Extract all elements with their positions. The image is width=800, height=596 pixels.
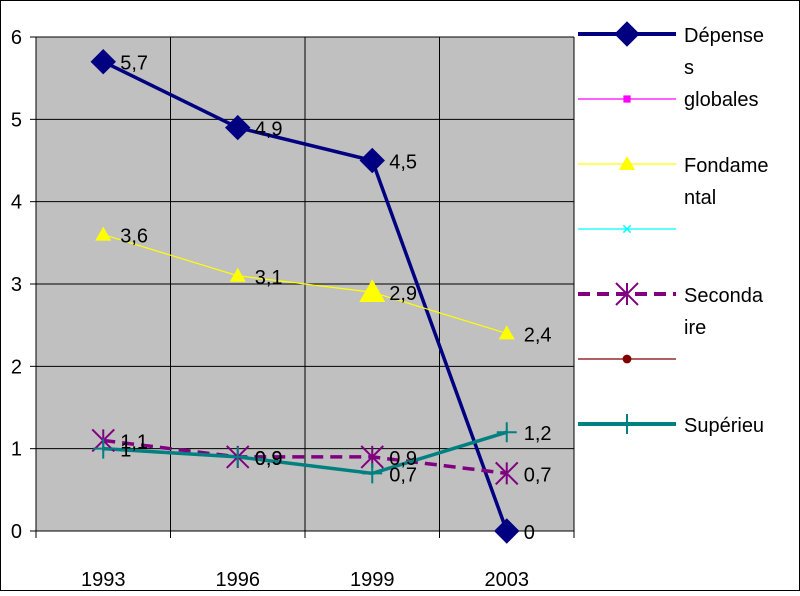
legend-label: s [684,57,694,79]
data-label: 1,1 [120,431,148,453]
legend-marker [622,354,632,364]
y-tick-label: 1 [11,439,22,461]
y-tick-label: 0 [11,521,22,543]
data-point-marker [359,147,385,174]
data-label: 2,9 [389,283,417,305]
data-point-marker [227,446,248,467]
series-line-0 [102,60,509,532]
y-tick-label: 6 [11,27,22,49]
legend-marker [614,21,640,47]
data-point-marker [93,438,114,459]
x-tick-label: 1993 [81,569,126,591]
data-label: 0,7 [524,464,552,486]
data-label: 4,9 [255,119,283,141]
data-label: 3,1 [255,267,283,289]
data-point-marker [229,267,246,282]
legend: Dépense s globales Fondame ntal Seconda ire Sup… [578,21,769,437]
data-point-marker [225,114,251,141]
data-label: 0,7 [389,464,417,486]
data-point-marker [90,48,116,75]
legend-label: globales [684,89,759,111]
legend-label: Dépense [684,25,764,47]
series-line-6 [103,430,508,476]
y-tick-label: 2 [11,356,22,378]
legend-label: Fondame [684,155,769,177]
x-tick-label: 1996 [216,569,261,591]
data-point-marker [362,463,383,484]
series-line-4 [103,438,507,476]
legend-marker [619,156,635,170]
legend-item [578,95,676,103]
legend-marker [615,282,639,306]
y-tick-label: 3 [11,274,22,296]
data-label: 3,6 [120,226,148,248]
legend-item: Supérieu [578,414,764,437]
data-point-marker [95,226,112,241]
series-layer [90,48,520,544]
legend-label: Seconda [684,285,764,307]
legend-item: Seconda ire [578,282,764,339]
legend-item [578,224,676,234]
data-point-marker [495,461,519,486]
data-label: 2,4 [524,324,552,346]
x-tick-label: 2003 [485,569,530,591]
axes: 0 1 2 3 4 5 6 1993 1996 1999 2003 [11,27,575,591]
legend-item: Dépense s globales [578,21,764,111]
data-label: 4,5 [389,152,417,174]
legend-label: ntal [684,187,716,209]
legend-label: Supérieu [684,415,764,437]
legend-marker [623,95,631,103]
data-labels: 5,74,94,503,63,12,92,41,10,9 0,90,71 0,90,… [120,53,551,544]
data-point-marker [498,325,515,340]
y-tick-label: 4 [11,192,22,214]
data-point-marker [494,518,520,544]
legend-marker [617,414,637,434]
data-point-marker [496,422,517,443]
series-line-2 [103,234,507,334]
legend-item [578,354,676,364]
data-label: 0 [524,522,535,544]
data-point-marker [359,279,386,302]
legend-label: ire [684,317,706,339]
legend-marker [622,224,632,234]
data-label: 0,9 [255,448,283,470]
data-label: 1,2 [524,423,552,445]
y-tick-label: 5 [11,109,22,131]
data-label: 0,9 [389,448,417,470]
data-label: 1 [120,440,131,462]
data-label: 0,9 [255,448,283,470]
legend-item: Fondame ntal [578,155,769,209]
data-label: 5,7 [120,53,148,75]
x-tick-label: 1999 [350,569,395,591]
